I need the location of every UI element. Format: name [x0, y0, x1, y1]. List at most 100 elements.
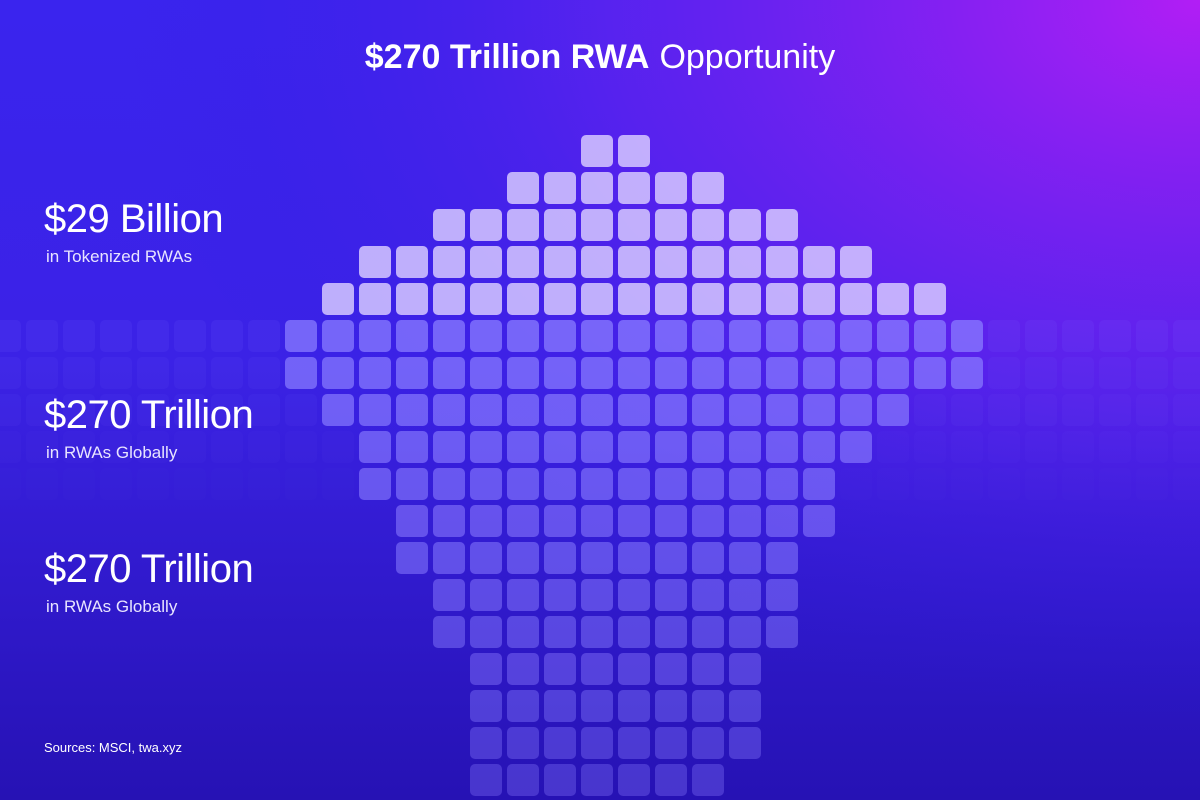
tile [544, 505, 576, 537]
tile [766, 579, 798, 611]
tile [618, 579, 650, 611]
tile [100, 357, 132, 389]
tile [618, 135, 650, 167]
tile [766, 357, 798, 389]
tile [100, 431, 132, 463]
tile [877, 283, 909, 315]
tile [433, 431, 465, 463]
tile [507, 357, 539, 389]
tile [1099, 357, 1131, 389]
tile [433, 542, 465, 574]
tile [1136, 320, 1168, 352]
tile [618, 172, 650, 204]
tile [211, 357, 243, 389]
tile [581, 394, 613, 426]
tile [470, 542, 502, 574]
stat-label: in Tokenized RWAs [46, 247, 192, 266]
tile [544, 394, 576, 426]
tile [1062, 357, 1094, 389]
tile [618, 209, 650, 241]
tile [507, 690, 539, 722]
tile [581, 579, 613, 611]
tile [137, 320, 169, 352]
tile [692, 357, 724, 389]
tile [692, 246, 724, 278]
tile [988, 431, 1020, 463]
tile [655, 431, 687, 463]
tile [766, 246, 798, 278]
tile [0, 357, 21, 389]
tile [359, 431, 391, 463]
tile [988, 320, 1020, 352]
tile [766, 394, 798, 426]
tile [988, 394, 1020, 426]
tile [63, 431, 95, 463]
tile [433, 283, 465, 315]
tile [877, 320, 909, 352]
tile [581, 246, 613, 278]
tile [618, 320, 650, 352]
tile [1025, 357, 1057, 389]
tile [692, 505, 724, 537]
iceberg-tiles [0, 135, 1200, 796]
tile [729, 653, 761, 685]
tile [470, 727, 502, 759]
tile [137, 394, 169, 426]
tile [581, 431, 613, 463]
tile [1173, 431, 1200, 463]
tile [729, 505, 761, 537]
tile [1025, 394, 1057, 426]
tile [433, 616, 465, 648]
tile [692, 764, 724, 796]
tile [729, 542, 761, 574]
tile [581, 542, 613, 574]
tile [63, 468, 95, 500]
tile [26, 431, 58, 463]
tile [433, 468, 465, 500]
tile [655, 209, 687, 241]
tile [581, 764, 613, 796]
tile [914, 320, 946, 352]
tile [359, 246, 391, 278]
tile [100, 468, 132, 500]
tile [655, 468, 687, 500]
tile [507, 246, 539, 278]
tile [692, 579, 724, 611]
tile [285, 357, 317, 389]
tile [766, 468, 798, 500]
tile [692, 320, 724, 352]
tile [729, 357, 761, 389]
tile [729, 727, 761, 759]
tile [544, 653, 576, 685]
tile [285, 320, 317, 352]
tile [840, 394, 872, 426]
tile [137, 468, 169, 500]
tile [470, 579, 502, 611]
tile [0, 468, 21, 500]
tile [322, 468, 354, 500]
tile [470, 209, 502, 241]
tile [951, 394, 983, 426]
tile [951, 357, 983, 389]
tile [26, 394, 58, 426]
tile [618, 283, 650, 315]
tile [803, 431, 835, 463]
tile [322, 394, 354, 426]
tile [581, 468, 613, 500]
tile [692, 468, 724, 500]
tile [692, 542, 724, 574]
tile [507, 320, 539, 352]
tile [507, 579, 539, 611]
tile [137, 357, 169, 389]
stat-label: in RWAs Globally [46, 597, 178, 616]
tile [470, 246, 502, 278]
tile [100, 320, 132, 352]
tile [766, 431, 798, 463]
tile [729, 468, 761, 500]
tile [951, 431, 983, 463]
stat-value: $270 Trillion [44, 547, 253, 591]
tile [1173, 357, 1200, 389]
tile [914, 468, 946, 500]
tile [322, 320, 354, 352]
